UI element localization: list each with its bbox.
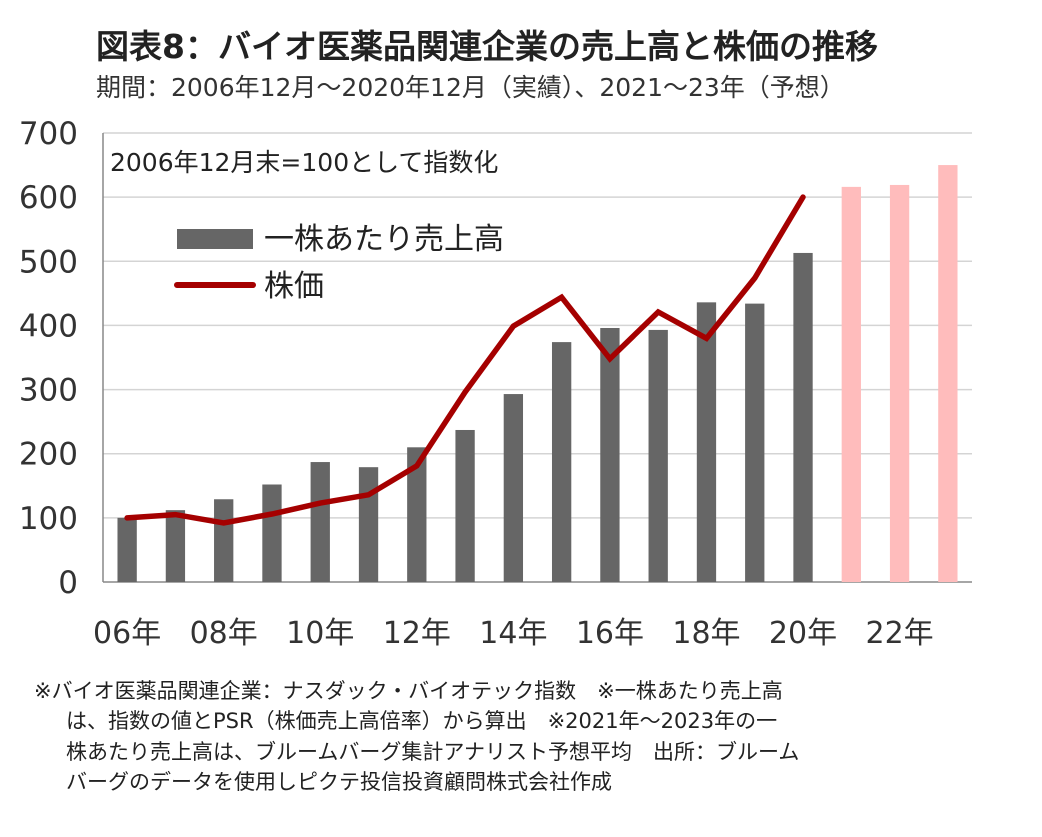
legend-label: 一株あたり売上高 xyxy=(264,222,504,257)
footnote-line: バーグのデータを使用しピクテ投信投資顧問株式会社作成 xyxy=(66,770,612,795)
footnote-line: は、指数の値とPSR（株価売上高倍率）から算出 ※2021年～2023年の一 xyxy=(66,709,778,734)
bar xyxy=(551,342,572,582)
bar xyxy=(793,252,813,582)
y-tick-label: 200 xyxy=(19,437,78,473)
bar xyxy=(745,303,765,582)
bar xyxy=(889,184,910,582)
bar xyxy=(648,329,668,582)
x-tick-label: 08年 xyxy=(190,616,258,651)
legend-label: 株価 xyxy=(264,269,324,304)
footnote-line: 株あたり売上高は、ブルームバーグ集計アナリスト予想平均 出所：ブルーム xyxy=(66,739,800,764)
y-tick-label: 500 xyxy=(19,244,78,280)
x-tick-label: 16年 xyxy=(576,616,644,651)
x-tick-label: 10年 xyxy=(286,616,354,651)
bar xyxy=(455,429,475,582)
bar xyxy=(117,517,137,582)
footnote-line: ※バイオ医薬品関連企業：ナスダック・バイオテック指数 ※一株あたり売上高 xyxy=(34,679,783,703)
y-tick-label: 400 xyxy=(19,308,78,344)
x-tick-label: 22年 xyxy=(865,616,933,651)
line-series-stock-price xyxy=(124,194,806,526)
y-tick-label: 700 xyxy=(19,116,78,152)
bar xyxy=(310,462,330,582)
chart-annotation: 2006年12月末=100として指数化 xyxy=(110,148,498,177)
bar xyxy=(262,484,282,582)
chart-title: 図表8：バイオ医薬品関連企業の売上高と株価の推移 xyxy=(96,27,878,66)
x-tick-label: 18年 xyxy=(672,616,740,651)
bar xyxy=(214,499,234,582)
bar xyxy=(600,327,620,582)
chart-area: 0 100 200 300 400 500 600 700 06年 08年 10年 12年 14年 16年… xyxy=(19,116,972,651)
bar xyxy=(841,186,861,582)
bar xyxy=(358,467,379,582)
y-tick-label: 100 xyxy=(19,501,78,537)
x-tick-label: 14年 xyxy=(479,616,547,651)
y-tick-label: 600 xyxy=(19,180,78,216)
x-tick-label: 20年 xyxy=(769,616,837,651)
bar xyxy=(165,510,186,582)
bar xyxy=(503,394,524,582)
bar xyxy=(938,165,958,583)
footnotes: ※バイオ医薬品関連企業：ナスダック・バイオテック指数 ※一株あたり売上高 は、指… xyxy=(34,676,1024,798)
y-tick-label: 0 xyxy=(58,565,78,601)
y-tick-label: 300 xyxy=(19,373,78,409)
legend-swatch-bar xyxy=(177,229,253,249)
x-tick-label: 06年 xyxy=(93,616,161,651)
chart-subtitle: 期間：2006年12月～2020年12月（実績）、2021～23年（予想） xyxy=(96,73,845,102)
bar xyxy=(696,302,717,582)
x-tick-label: 12年 xyxy=(383,616,451,651)
bar xyxy=(407,447,427,582)
